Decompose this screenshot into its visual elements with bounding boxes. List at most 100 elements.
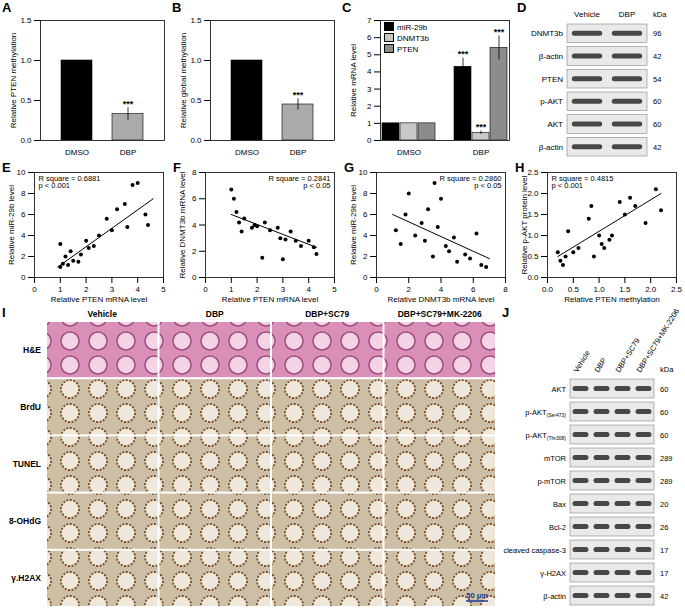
svg-text:4: 4	[363, 231, 368, 240]
svg-text:0.0: 0.0	[542, 285, 554, 294]
svg-text:1.5: 1.5	[619, 285, 631, 294]
svg-text:2: 2	[21, 252, 26, 261]
svg-text:3: 3	[281, 285, 286, 294]
svg-text:4: 4	[439, 285, 444, 294]
svg-text:p-mTOR: p-mTOR	[537, 477, 566, 486]
svg-text:Relative DNMT3b mRNA level: Relative DNMT3b mRNA level	[178, 171, 187, 278]
svg-text:mTOR: mTOR	[544, 454, 567, 463]
svg-text:4: 4	[306, 285, 311, 294]
svg-text:DBP: DBP	[206, 309, 224, 319]
svg-text:β-actin: β-actin	[543, 592, 566, 601]
svg-text:γ-H2AX: γ-H2AX	[540, 569, 566, 578]
svg-text:1.0: 1.0	[20, 56, 32, 65]
svg-text:2: 2	[363, 252, 368, 261]
svg-text:0.5: 0.5	[190, 96, 202, 105]
svg-text:6: 6	[367, 33, 372, 42]
svg-text:H&E: H&E	[23, 345, 41, 355]
svg-text:BrdU: BrdU	[20, 402, 41, 412]
svg-text:60: 60	[653, 120, 661, 129]
svg-text:DMSO: DMSO	[235, 148, 259, 157]
svg-text:1: 1	[58, 285, 63, 294]
svg-text:8: 8	[363, 189, 368, 198]
svg-text:4: 4	[192, 221, 197, 230]
svg-text:Relative PTEN mRNA level: Relative PTEN mRNA level	[51, 295, 148, 304]
svg-text:***: ***	[123, 99, 134, 109]
svg-text:10: 10	[17, 168, 26, 177]
svg-text:8: 8	[21, 189, 26, 198]
svg-text:5: 5	[161, 285, 166, 294]
svg-text:DBP: DBP	[593, 356, 609, 374]
svg-text:Relative PTEN methylation: Relative PTEN methylation	[564, 295, 660, 304]
svg-text:DBP+SC79: DBP+SC79	[305, 309, 349, 319]
svg-text:1.5: 1.5	[190, 16, 202, 25]
svg-text:kDa: kDa	[653, 10, 667, 19]
svg-text:0: 0	[367, 136, 372, 145]
svg-text:1.0: 1.0	[190, 56, 202, 65]
svg-text:1: 1	[367, 119, 372, 128]
svg-text:R square = 0.4815p < 0.001: R square = 0.4815p < 0.001	[552, 174, 614, 191]
svg-text:20: 20	[660, 500, 668, 509]
svg-text:60: 60	[660, 431, 668, 440]
svg-text:289: 289	[660, 454, 673, 463]
svg-text:kDa: kDa	[660, 365, 674, 374]
svg-text:AKT: AKT	[547, 120, 563, 129]
svg-text:0: 0	[203, 285, 208, 294]
svg-text:R square = 0.2841p < 0.05: R square = 0.2841p < 0.05	[269, 174, 331, 191]
svg-text:5: 5	[332, 285, 337, 294]
svg-text:p-AKT(Thr308): p-AKT(Thr308)	[526, 431, 567, 441]
svg-text:DBP+SC79+MK-2206: DBP+SC79+MK-2206	[635, 307, 682, 374]
svg-text:2: 2	[255, 285, 260, 294]
svg-text:β-actin: β-actin	[539, 52, 563, 61]
svg-text:26: 26	[660, 523, 668, 532]
svg-text:***: ***	[458, 49, 469, 59]
svg-text:2: 2	[84, 285, 89, 294]
svg-text:17: 17	[660, 569, 668, 578]
svg-text:Relative mRNA level: Relative mRNA level	[349, 44, 358, 117]
svg-text:p-AKT: p-AKT	[540, 97, 563, 106]
svg-text:0: 0	[374, 285, 379, 294]
svg-text:2.5: 2.5	[671, 285, 683, 294]
svg-text:Relative p-AKT protein level: Relative p-AKT protein level	[520, 175, 529, 274]
svg-text:cleaved caspase-3: cleaved caspase-3	[503, 546, 566, 555]
svg-text:42: 42	[660, 592, 668, 601]
svg-text:60: 60	[660, 385, 668, 394]
svg-text:4: 4	[135, 285, 140, 294]
svg-text:DBP: DBP	[473, 148, 489, 157]
svg-text:7: 7	[367, 16, 372, 25]
svg-text:8: 8	[503, 285, 508, 294]
svg-text:Relative miR-29b level: Relative miR-29b level	[349, 185, 358, 265]
svg-text:2: 2	[367, 102, 372, 111]
svg-text:DBP: DBP	[619, 10, 635, 19]
svg-text:17: 17	[660, 546, 668, 555]
svg-text:DBP+SC79+MK-2206: DBP+SC79+MK-2206	[398, 309, 482, 319]
svg-text:Vehicle: Vehicle	[574, 10, 600, 19]
svg-text:0: 0	[32, 285, 37, 294]
svg-text:0.5: 0.5	[568, 285, 580, 294]
svg-text:DBP: DBP	[120, 148, 136, 157]
svg-text:Bax: Bax	[553, 500, 566, 509]
svg-text:3: 3	[367, 85, 372, 94]
svg-text:0.0: 0.0	[20, 136, 32, 145]
svg-text:β-actin: β-actin	[539, 143, 563, 152]
svg-text:DMSO: DMSO	[65, 148, 89, 157]
svg-text:96: 96	[653, 29, 661, 38]
svg-text:8-OHdG: 8-OHdG	[9, 516, 42, 526]
svg-text:60: 60	[660, 408, 668, 417]
svg-text:Relative DNMT3b mRNA level: Relative DNMT3b mRNA level	[387, 295, 494, 304]
svg-text:1: 1	[229, 285, 234, 294]
svg-text:AKT: AKT	[551, 385, 566, 394]
svg-text:Relative global methylation: Relative global methylation	[179, 33, 188, 129]
svg-text:0.5: 0.5	[20, 96, 32, 105]
svg-text:2: 2	[192, 247, 197, 256]
svg-text:1.0: 1.0	[594, 285, 606, 294]
svg-text:Vehicle: Vehicle	[88, 309, 118, 319]
svg-text:***: ***	[494, 27, 505, 37]
svg-text:***: ***	[476, 122, 487, 132]
svg-text:8: 8	[192, 168, 197, 177]
svg-text:p-AKT(Ser473): p-AKT(Ser473)	[525, 408, 566, 418]
svg-text:42: 42	[653, 143, 661, 152]
svg-text:R square = 0.6881p < 0.001: R square = 0.6881p < 0.001	[39, 174, 101, 191]
svg-text:2: 2	[407, 285, 412, 294]
svg-text:60: 60	[653, 97, 661, 106]
svg-text:γ.H2AX: γ.H2AX	[11, 573, 41, 583]
